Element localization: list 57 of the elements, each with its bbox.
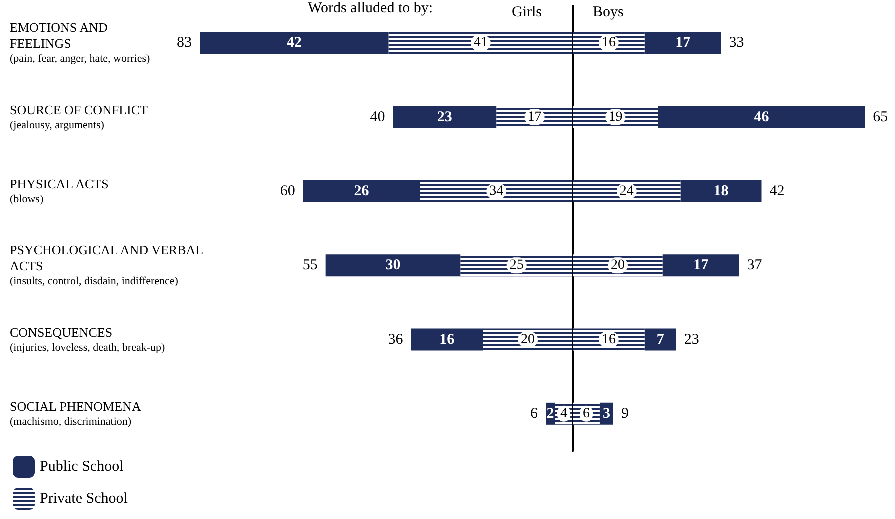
y-tick-label: SOURCE OF CONFLICT (jealousy, arguments) [10,102,148,132]
chart-title: Boys [593,4,624,20]
bar [644,32,722,54]
bar [411,328,484,351]
total-label: 6 [530,406,539,422]
data-label: 46 [754,109,770,126]
total-label: 33 [729,35,744,52]
total-label: 42 [770,183,785,200]
data-label: 4 [560,406,568,422]
data-label: 17 [676,35,692,52]
data-label: 42 [286,35,302,52]
total-label: 83 [177,35,192,52]
bar [680,180,762,202]
total-label: 36 [388,332,404,348]
data-label: 26 [354,183,370,200]
data-label: 19 [608,110,623,125]
legend-label: Private School [40,491,128,507]
chart-title: Girls [512,4,542,20]
total-label: 9 [621,406,629,422]
total-label: 37 [747,258,763,274]
bar [326,254,461,277]
data-label: 2 [546,406,554,422]
legend-label: Public School [40,459,124,475]
y-tick-label: PHYSICAL ACTS (blows) [10,176,109,206]
data-label: 30 [386,258,401,274]
annotation: Words alluded to by: [308,0,434,16]
data-label: 3 [602,406,610,422]
bar [644,328,676,351]
data-label: 16 [602,332,616,348]
y-tick-label: PSYCHOLOGICAL AND VERBAL ACTS (insults, control, disdain, indifference) [10,242,204,288]
total-label: 60 [280,183,296,200]
data-label: 16 [440,332,456,348]
data-label: 25 [510,258,524,274]
data-label: 7 [656,332,665,348]
y-tick-label: CONSEQUENCES (injuries, loveless, death, break-up) [10,324,166,354]
bar [303,180,420,202]
data-label: 23 [437,109,452,126]
data-label: 17 [694,258,710,274]
data-label: 34 [490,184,504,199]
bar [393,106,497,128]
data-label: 41 [474,36,488,51]
total-label: 23 [684,332,700,348]
data-label: 6 [582,406,590,422]
data-label: 17 [528,110,542,125]
data-label: 18 [714,183,729,200]
total-label: 40 [370,109,386,126]
y-tick-label: SOCIAL PHENOMENA (machismo, discrimination) [10,398,142,428]
bar [200,32,389,54]
total-label: 55 [302,258,318,274]
bar [658,106,866,128]
y-tick-label: EMOTIONS AND FEELINGS (pain, fear, anger, hate, worries) [10,20,151,66]
data-label: 20 [610,258,625,274]
data-label: 24 [620,184,634,199]
data-label: 16 [602,36,616,51]
bar [662,254,740,277]
data-label: 20 [521,332,536,348]
total-label: 65 [873,109,888,126]
